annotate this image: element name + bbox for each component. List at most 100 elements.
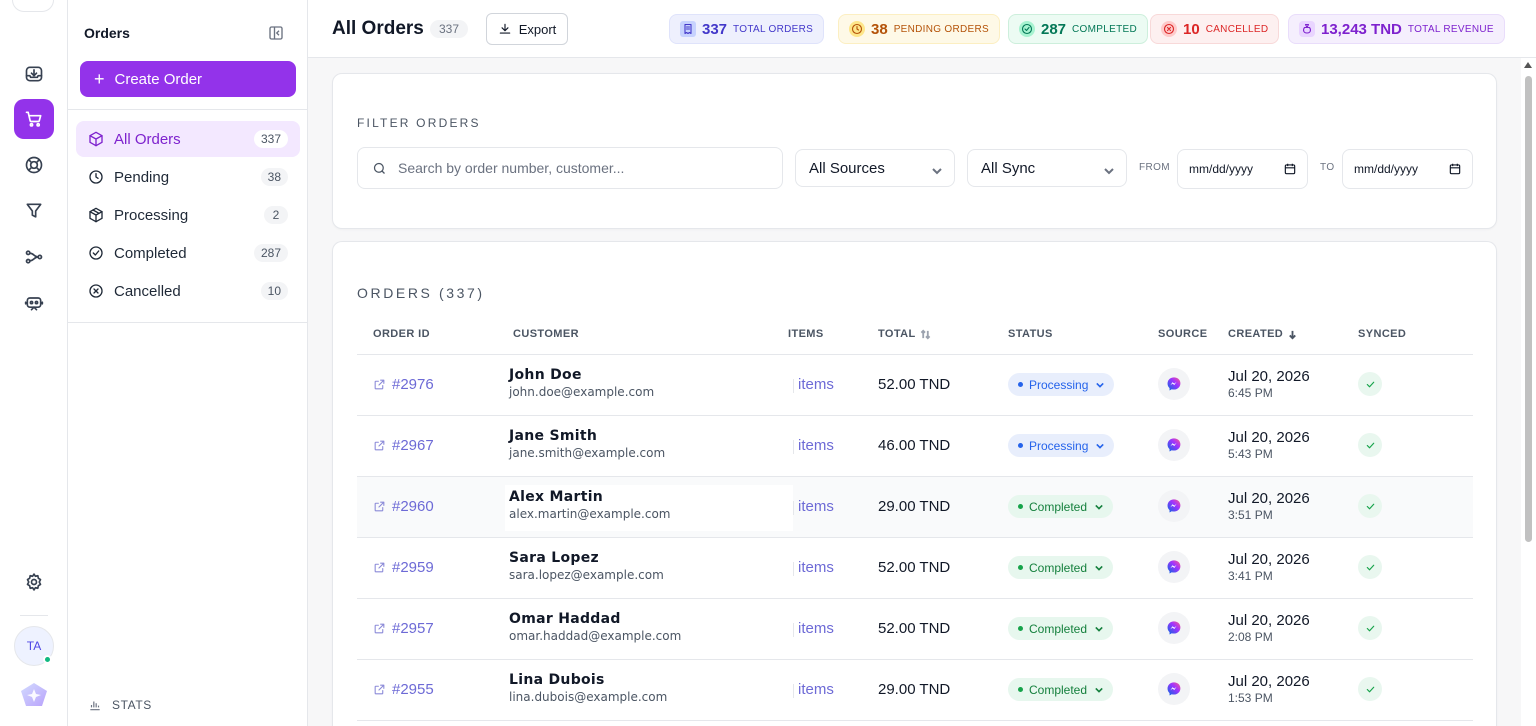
messenger-source-icon [1158,368,1190,400]
column-header-synced[interactable]: SYNCED [1358,328,1406,340]
order-id-link[interactable]: #2959 [373,559,434,576]
sidebar-item-pending[interactable]: Pending 38 [76,159,300,195]
created-time: 1:53 PM [1228,691,1273,705]
messenger-source-icon [1158,551,1190,583]
order-id-link[interactable]: #2960 [373,498,434,515]
order-id: #2957 [392,620,434,637]
page-header: All Orders 337 Export 337 TOTAL ORDERS 3… [308,0,1536,58]
icon-rail: TA [0,0,68,726]
page-count-badge: 337 [430,20,469,38]
from-date-input[interactable]: mm/dd/yyyy [1177,149,1308,189]
sidebar-item-label: Cancelled [114,282,181,300]
scrollbar-thumb[interactable] [1525,76,1532,542]
column-header-source[interactable]: SOURCE [1158,328,1207,340]
external-link-icon [374,684,385,695]
items-link[interactable]: items [793,559,834,576]
sidebar-item-label: Completed [114,244,187,262]
column-header-total[interactable]: TOTAL [878,328,931,340]
table-row[interactable]: #2976 John Doe john.doe@example.com item… [357,355,1473,416]
status-dropdown[interactable]: Processing [1008,434,1115,457]
flow-icon[interactable] [14,237,54,277]
create-order-button[interactable]: + Create Order [80,61,296,97]
from-date-value: mm/dd/yyyy [1189,162,1254,176]
rail-top-button[interactable] [12,0,54,12]
table-row[interactable]: #2957 Omar Haddad omar.haddad@example.co… [357,599,1473,660]
status-dropdown[interactable]: Completed [1008,495,1114,518]
items-link[interactable]: items [793,620,834,637]
search-input[interactable]: Search by order number, customer... [357,147,783,189]
sidebar-item-label: Pending [114,168,170,186]
calendar-icon[interactable] [1283,162,1297,176]
bot-icon[interactable] [14,283,54,323]
status-dropdown[interactable]: Processing [1008,373,1115,396]
table-row[interactable]: #2959 Sara Lopez sara.lopez@example.com … [357,538,1473,599]
external-link-icon [374,379,385,390]
status-dropdown[interactable]: Completed [1008,617,1114,640]
sidebar-item-processing[interactable]: Processing 2 [76,197,300,233]
items-link[interactable]: items [793,681,834,698]
inbox-download-icon[interactable] [14,54,54,94]
customer-cell: Jane Smith jane.smith@example.com [505,424,793,470]
status-label: Completed [1029,560,1088,575]
column-label: CREATED [1228,328,1284,340]
sort-desc-icon [1289,330,1297,339]
sidebar-item-completed[interactable]: Completed 287 [76,235,300,271]
items-link[interactable]: items [793,376,834,393]
customer-name: Omar Haddad [509,611,621,627]
order-id-link[interactable]: #2955 [373,681,434,698]
items-link[interactable]: items [793,437,834,454]
calendar-icon[interactable] [1448,162,1462,176]
gear-icon[interactable] [14,562,54,602]
main-scrollbar[interactable] [1521,58,1536,726]
scroll-up-arrow[interactable] [1524,62,1532,68]
kpi-value: 10 [1183,20,1200,38]
status-dropdown[interactable]: Completed [1008,556,1114,579]
order-id: #2955 [392,681,434,698]
column-label: CUSTOMER [513,328,579,340]
status-dropdown[interactable]: Completed [1008,678,1114,701]
collapse-sidebar-icon[interactable] [267,24,285,42]
order-total: 52.00 TND [878,559,951,576]
export-button[interactable]: Export [486,13,568,45]
created-cell: Jul 20, 2026 1:53 PM [1228,673,1310,705]
status-dot [1018,565,1023,570]
status-label: Completed [1029,621,1088,636]
column-header-created[interactable]: CREATED [1228,328,1298,340]
customer-cell: Lina Dubois lina.dubois@example.com [505,668,793,714]
order-total: 52.00 TND [878,620,951,637]
sidebar-item-all-orders[interactable]: All Orders 337 [76,121,300,157]
order-id-link[interactable]: #2957 [373,620,434,637]
column-header-status[interactable]: STATUS [1008,328,1053,340]
kpi-label: TOTAL ORDERS [733,23,814,35]
customer-name: Lina Dubois [509,672,605,688]
status-dot [1018,443,1023,448]
external-link-icon [374,623,385,634]
avatar[interactable]: TA [14,626,54,666]
table-row[interactable]: #2960 Alex Martin alex.martin@example.co… [357,477,1473,538]
stats-link[interactable]: STATS [88,698,152,712]
status-dot [1018,626,1023,631]
customer-cell: Sara Lopez sara.lopez@example.com [505,546,793,592]
sidebar-item-cancelled[interactable]: Cancelled 10 [76,273,300,309]
sparkle-logo-icon[interactable] [18,681,50,709]
lifebuoy-icon[interactable] [14,145,54,185]
column-header-items[interactable]: ITEMS [788,328,824,340]
source-select[interactable]: All Sources [795,149,955,187]
filter-icon[interactable] [14,191,54,231]
column-header-customer[interactable]: CUSTOMER [513,328,579,340]
order-total: 29.00 TND [878,498,951,515]
cart-icon[interactable] [14,99,54,139]
column-label: ORDER ID [373,328,430,340]
order-id-link[interactable]: #2976 [373,376,434,393]
order-id: #2959 [392,559,434,576]
items-link[interactable]: items [793,498,834,515]
sync-select[interactable]: All Sync [967,149,1127,187]
table-row[interactable]: #2967 Jane Smith jane.smith@example.com … [357,416,1473,477]
order-id-link[interactable]: #2967 [373,437,434,454]
order-total: 29.00 TND [878,681,951,698]
column-header-order-id[interactable]: ORDER ID [373,328,430,340]
table-row[interactable]: #2955 Lina Dubois lina.dubois@example.co… [357,660,1473,721]
to-date-input[interactable]: mm/dd/yyyy [1342,149,1473,189]
status-label: Completed [1029,682,1088,697]
created-date: Jul 20, 2026 [1228,368,1310,385]
